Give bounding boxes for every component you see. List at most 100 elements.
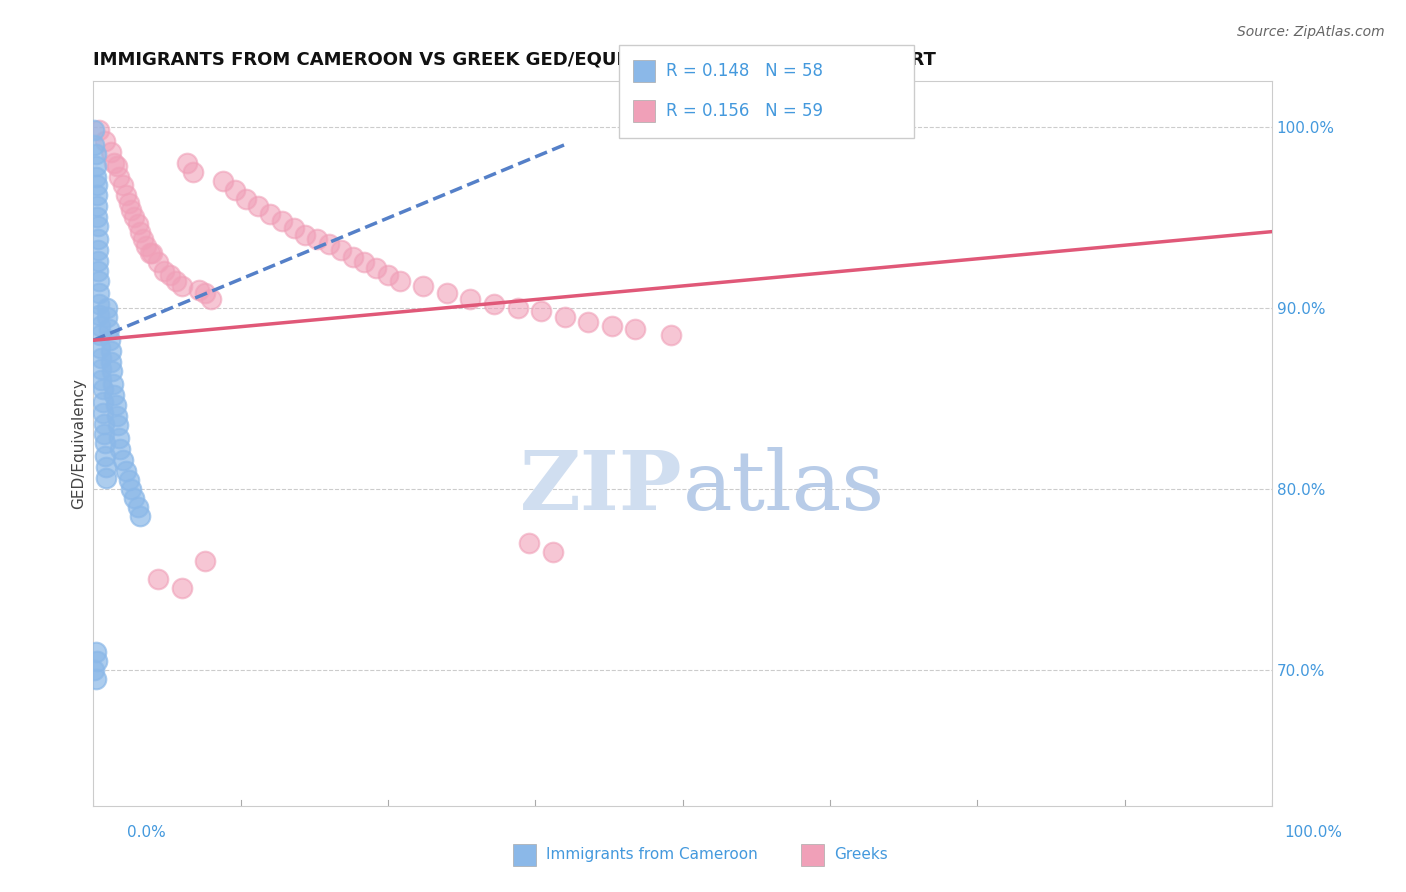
Point (153, 264, 176, 278)
Point (87, 297, 110, 311)
Point (91, 395, 114, 409)
Point (120, 482, 142, 496)
Point (90, 362, 112, 376)
Point (94, 460, 117, 475)
Point (86, 199, 108, 213)
Point (141, 246, 163, 260)
Point (89, 341, 111, 355)
Point (100, 355, 122, 369)
Point (353, 255, 375, 269)
Point (111, 178, 134, 192)
Point (146, 572, 169, 586)
Point (84, 672, 107, 686)
Point (135, 239, 157, 253)
Point (107, 418, 129, 433)
Point (90, 373, 112, 387)
Point (388, 273, 411, 287)
Point (86, 654, 108, 668)
Point (87, 243, 110, 257)
Text: Source: ZipAtlas.com: Source: ZipAtlas.com (1237, 25, 1385, 39)
Point (111, 452, 134, 467)
Point (105, 160, 128, 174)
Point (364, 260, 387, 275)
Point (659, 327, 682, 342)
Point (460, 292, 482, 306)
Point (170, 279, 193, 293)
Point (91, 406, 114, 420)
Point (194, 554, 217, 568)
Point (436, 286, 458, 301)
Point (194, 286, 217, 301)
Point (100, 145, 122, 159)
Point (482, 297, 505, 311)
Point (84, 645, 107, 659)
Point (124, 210, 146, 224)
Text: Greeks: Greeks (834, 847, 887, 862)
Point (146, 255, 169, 269)
Point (329, 243, 352, 257)
Point (412, 279, 434, 293)
Point (93, 427, 115, 442)
Point (554, 310, 576, 324)
Point (517, 536, 540, 550)
Point (94, 436, 117, 450)
Point (318, 237, 340, 252)
Point (117, 195, 139, 210)
Point (342, 250, 364, 264)
Point (541, 545, 564, 559)
Point (165, 273, 187, 287)
Point (176, 156, 198, 170)
Point (307, 232, 329, 246)
Text: IMMIGRANTS FROM CAMEROON VS GREEK GED/EQUIVALENCY CORRELATION CHART: IMMIGRANTS FROM CAMEROON VS GREEK GED/EQ… (93, 51, 936, 69)
Point (91, 382, 114, 396)
Point (87, 264, 110, 278)
Text: atlas: atlas (682, 447, 884, 527)
Text: R = 0.148   N = 58: R = 0.148 N = 58 (666, 62, 824, 80)
Point (87, 308, 110, 322)
Point (96, 301, 118, 315)
Point (294, 228, 316, 243)
Point (96, 310, 118, 324)
Point (576, 315, 599, 329)
Point (93, 417, 115, 431)
Point (89, 318, 111, 333)
Point (87, 253, 110, 268)
Point (86, 178, 108, 192)
Point (506, 301, 529, 315)
Point (211, 174, 233, 188)
Point (86, 210, 108, 224)
Point (90, 351, 112, 366)
Point (97, 322, 120, 336)
Point (117, 473, 139, 487)
Point (94, 134, 117, 148)
Point (170, 582, 193, 596)
Point (247, 199, 270, 213)
Point (103, 156, 125, 170)
Point (377, 268, 399, 282)
Point (129, 225, 152, 239)
Point (110, 442, 132, 456)
Point (86, 188, 108, 202)
Point (103, 387, 125, 401)
Text: Immigrants from Cameroon: Immigrants from Cameroon (546, 847, 758, 862)
Point (108, 170, 131, 185)
Point (624, 322, 647, 336)
Point (87, 232, 110, 246)
Text: 100.0%: 100.0% (1285, 825, 1343, 840)
Point (188, 283, 211, 297)
Point (101, 364, 124, 378)
Point (84, 170, 107, 185)
Text: R = 0.156   N = 59: R = 0.156 N = 59 (666, 103, 824, 120)
Point (87, 123, 110, 137)
Point (200, 292, 222, 306)
Point (131, 232, 153, 246)
Point (115, 464, 138, 478)
Point (89, 327, 111, 342)
Point (100, 344, 122, 359)
Point (103, 376, 125, 391)
Point (120, 202, 142, 217)
Point (108, 431, 131, 445)
Point (83, 663, 105, 677)
Point (94, 449, 117, 463)
Point (94, 471, 117, 485)
